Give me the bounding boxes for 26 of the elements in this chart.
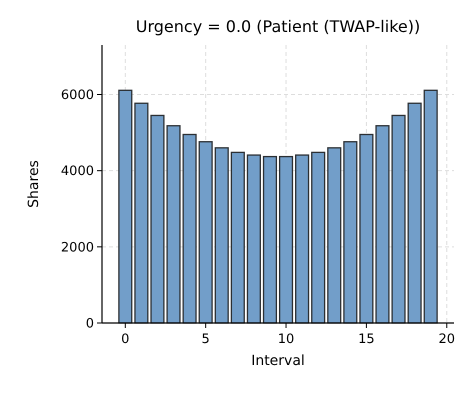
bar [262,156,278,324]
bar [278,156,294,324]
bar [295,154,310,324]
x-tick-label: 15 [358,332,375,347]
y-axis-title: Shares [26,160,42,208]
x-tick-label: 5 [202,332,210,347]
x-tick-label: 10 [278,332,294,347]
bar [166,125,181,324]
bar [424,90,438,324]
bar [246,154,261,324]
bar [391,114,406,324]
bar [134,102,148,324]
y-tick-label: 6000 [60,88,94,104]
y-tick-label: 0 [86,316,94,332]
bar [359,134,374,324]
x-tick-label: 20 [438,332,456,347]
bar [375,125,390,324]
x-axis-title: Interval [251,353,305,369]
y-tick-label: 2000 [60,240,94,256]
bar [182,134,197,324]
x-tick-label: 0 [121,332,130,347]
bar [150,114,165,324]
bar [408,102,422,324]
chart-title: Urgency = 0.0 (Patient (TWAP-like)) [136,17,420,36]
y-tick-label: 4000 [60,164,94,180]
bar [118,90,132,324]
